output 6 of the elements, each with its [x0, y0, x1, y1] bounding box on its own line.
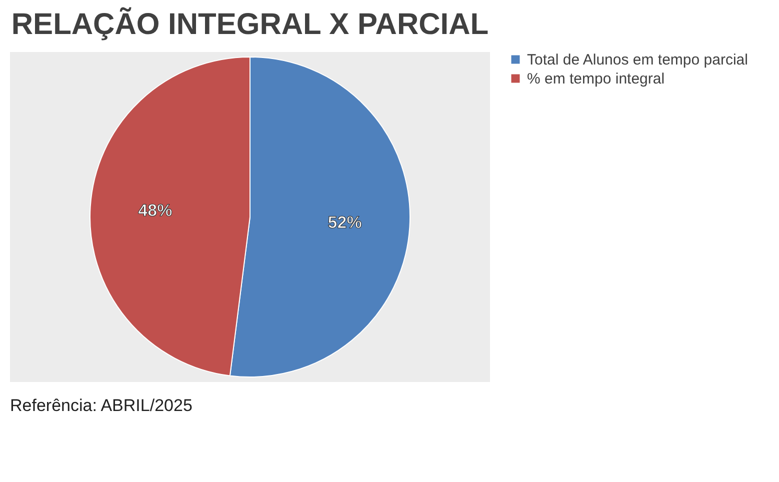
- legend-label: Total de Alunos em tempo parcial: [527, 52, 748, 68]
- data-label: 48%: [138, 201, 172, 220]
- data-label: 52%: [328, 212, 362, 232]
- chart-title: RELAÇÃO INTEGRAL X PARCIAL: [11, 7, 489, 41]
- text: Referência: ABRIL/2025: [10, 396, 192, 415]
- legend-label: % em tempo integral: [527, 70, 665, 88]
